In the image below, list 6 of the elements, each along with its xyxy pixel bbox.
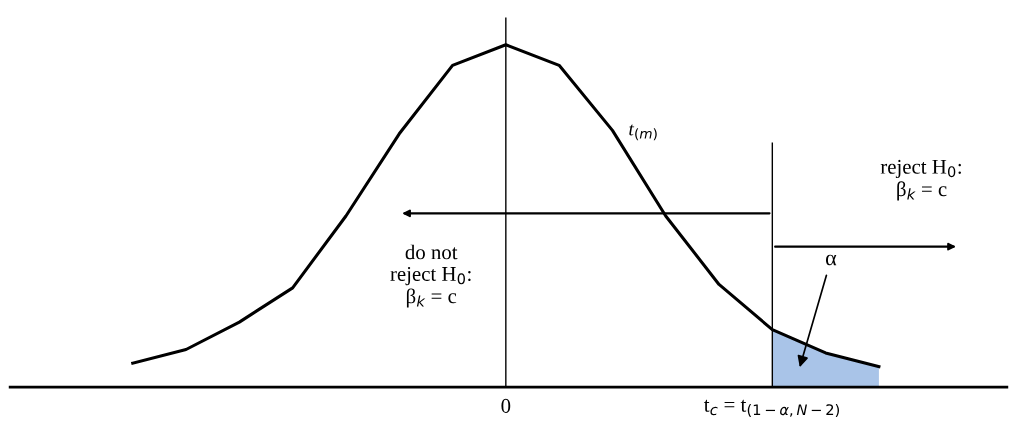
text: do not reject H$_{0}$: β$_{k}$ = c <box>390 244 471 308</box>
series-label: t$_{(m)}$ <box>629 124 657 141</box>
x-tick-label: 0 <box>501 398 511 413</box>
x-tick-label: t$_{c}$ = t$_{(1−α,N−2)}$ <box>703 399 839 417</box>
annotation: α <box>825 254 837 266</box>
text: reject H$_{0}$: β$_{k}$ = c <box>880 159 961 201</box>
